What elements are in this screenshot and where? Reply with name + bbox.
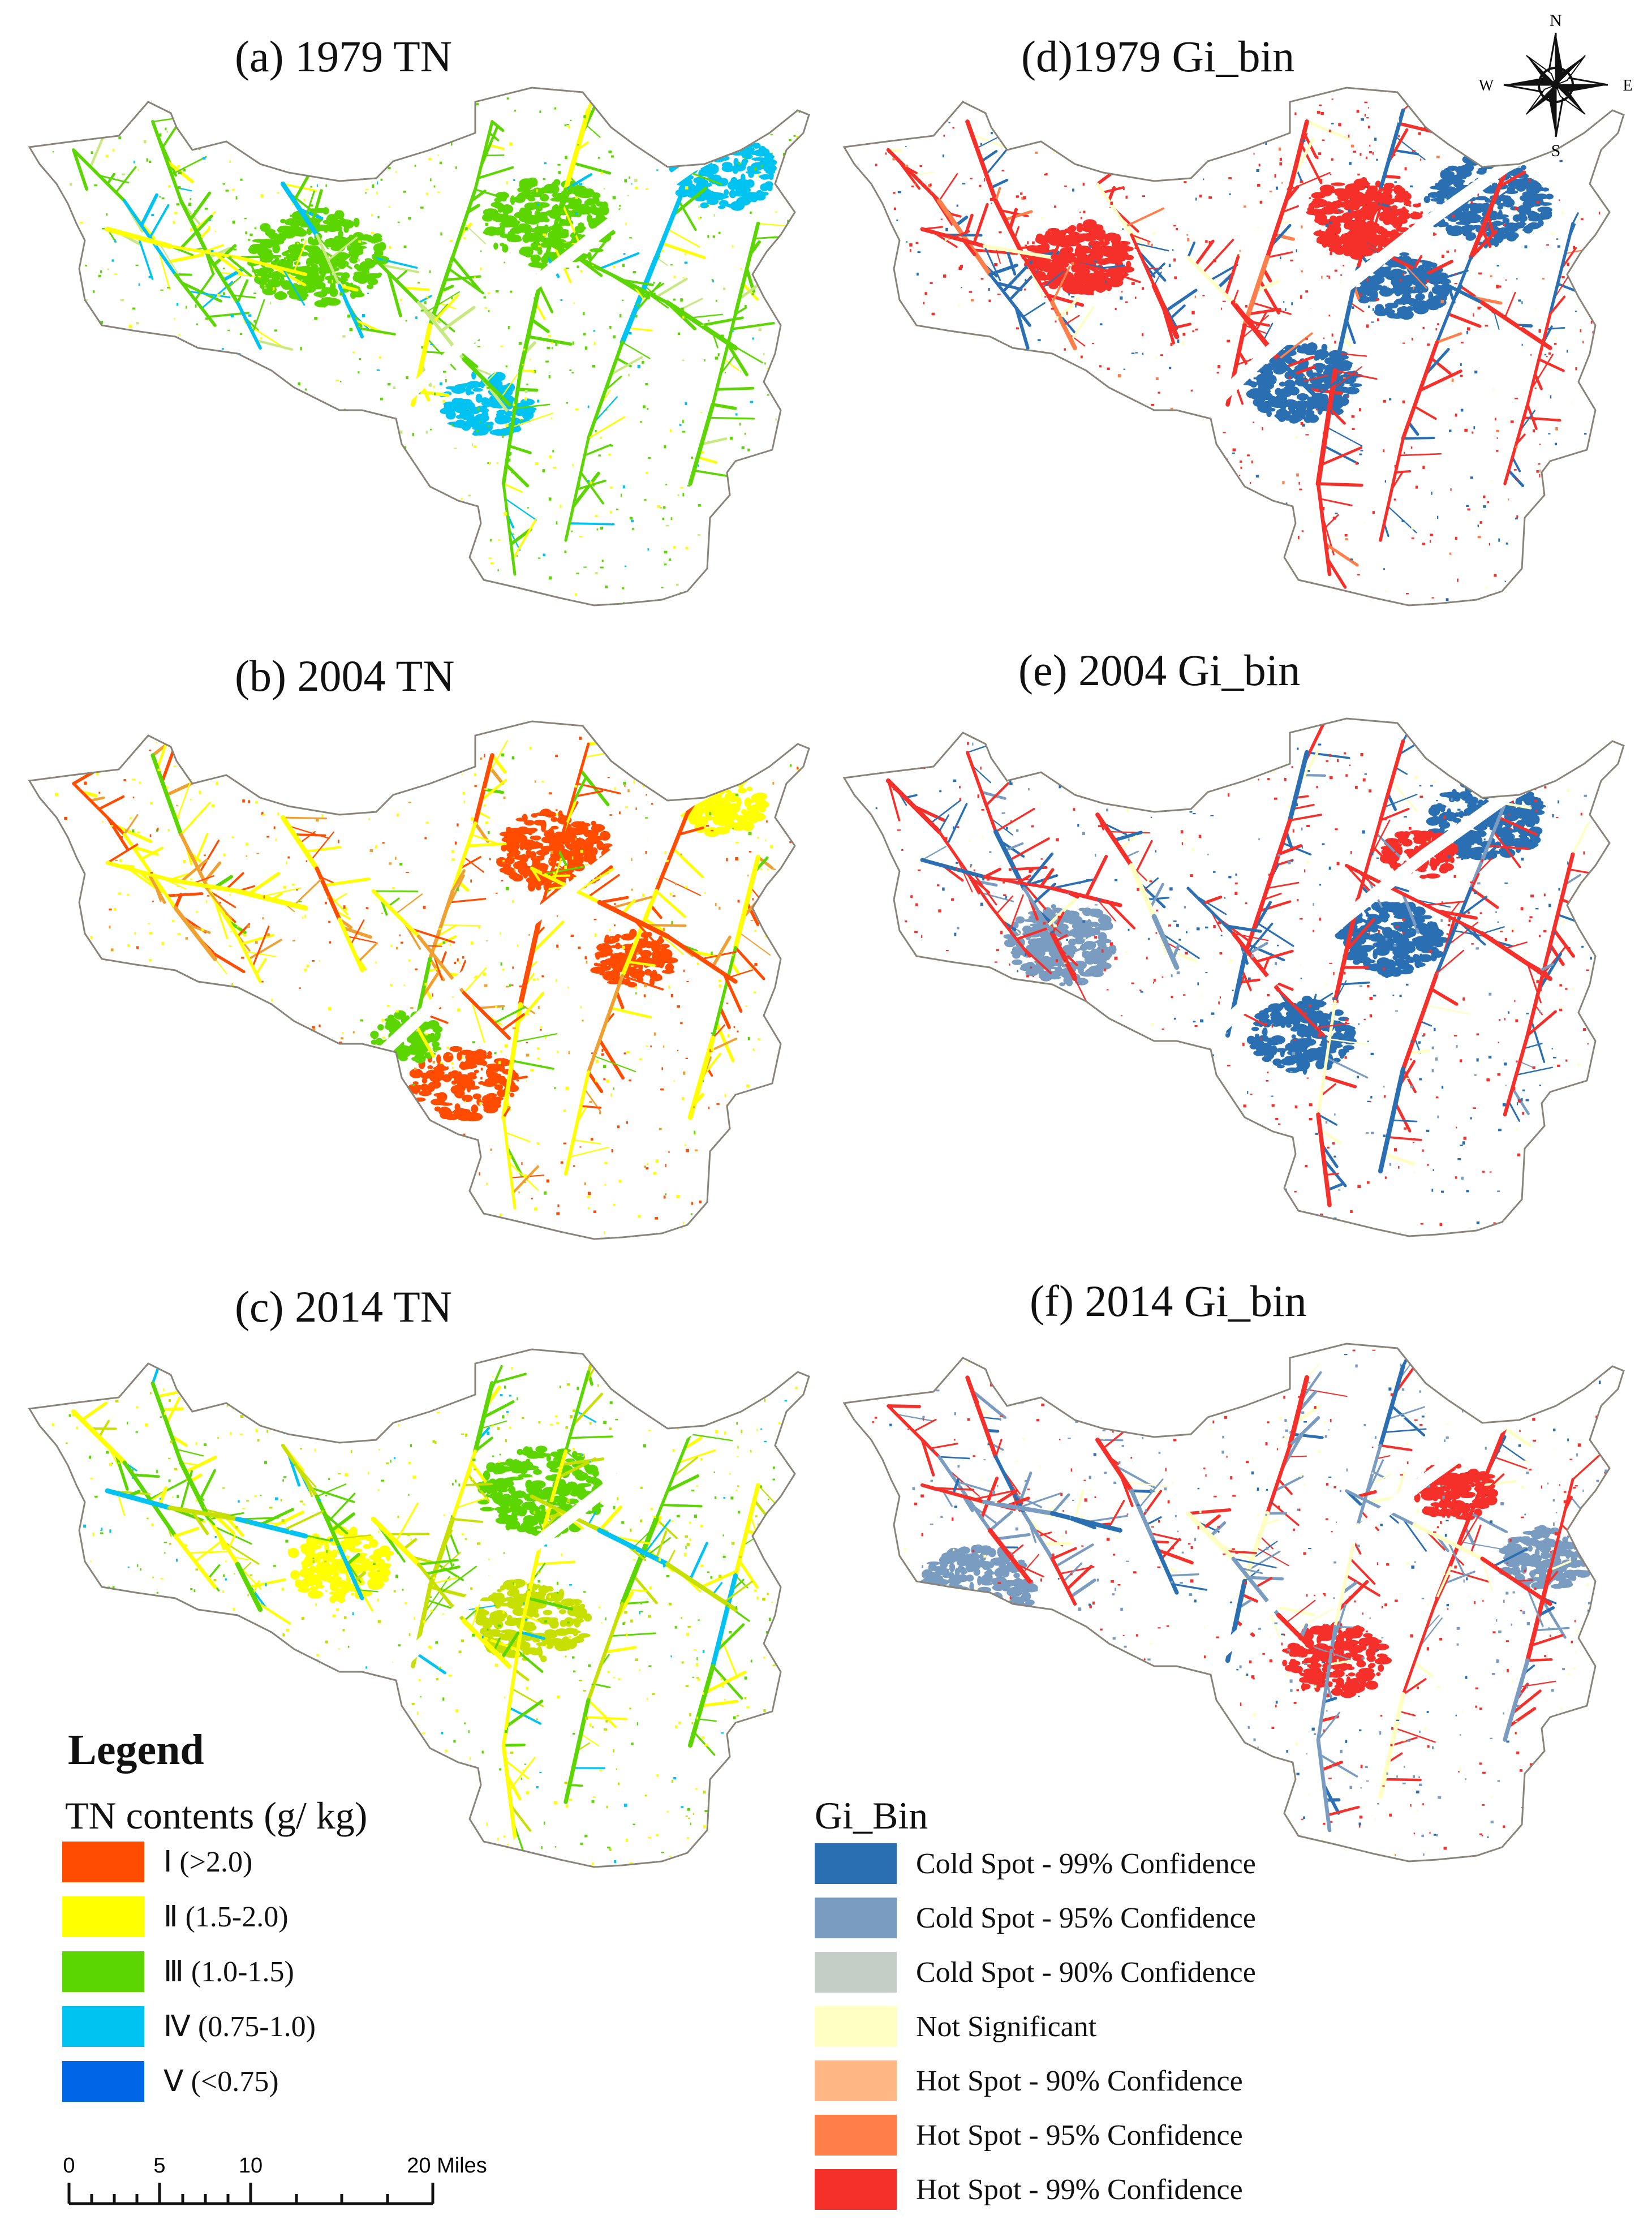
- gi-legend-label: Hot Spot - 95% Confidence: [916, 2119, 1243, 2152]
- gi-legend-label: Cold Spot - 95% Confidence: [916, 1902, 1256, 1934]
- panel-title-e: (e) 2004 Gi_bin: [1018, 646, 1301, 695]
- map-2014-gi-bin: [842, 1343, 1625, 1862]
- scale-tick-5: 5: [153, 2154, 165, 2178]
- panel-title-c: (c) 2014 TN: [235, 1282, 453, 1331]
- scale-tick-10: 10: [239, 2154, 263, 2178]
- gi-legend-item: Not Significant: [815, 2006, 1096, 2047]
- scale-tick-20-miles: 20 Miles: [407, 2154, 487, 2178]
- tn-legend-label: Ⅲ (1.0-1.5): [164, 1956, 294, 1988]
- gi-legend-subtitle: Gi_Bin: [815, 1794, 928, 1837]
- gi-legend-label: Hot Spot - 90% Confidence: [916, 2064, 1243, 2097]
- gi-legend-swatch: [815, 2169, 897, 2210]
- tn-legend-subtitle: TN contents (g/ kg): [65, 1794, 368, 1837]
- map-2014-tn: [28, 1348, 810, 1868]
- tn-legend-item: Ⅴ (<0.75): [62, 2061, 279, 2102]
- gi-legend-swatch: [815, 2115, 897, 2156]
- panel-title-f: (f) 2014 Gi_bin: [1030, 1276, 1307, 1326]
- gi-legend-label: Cold Spot - 90% Confidence: [916, 1956, 1256, 1989]
- gi-legend-swatch: [815, 1843, 897, 1884]
- scale-tick-0: 0: [63, 2154, 75, 2178]
- legend-heading: Legend: [68, 1726, 204, 1774]
- tn-legend-label: Ⅱ (1.5-2.0): [164, 1901, 289, 1933]
- tn-legend-swatch: [62, 2061, 144, 2102]
- gi-legend-item: Cold Spot - 90% Confidence: [815, 1952, 1256, 1993]
- gi-legend-item: Hot Spot - 90% Confidence: [815, 2060, 1243, 2101]
- map-1979-gi-bin: [842, 87, 1625, 606]
- gi-legend-item: Cold Spot - 95% Confidence: [815, 1898, 1256, 1938]
- tn-legend-swatch: [62, 1842, 144, 1882]
- gi-legend-swatch: [815, 2060, 897, 2101]
- compass-n-label: N: [1550, 11, 1562, 30]
- panel-title-a: (a) 1979 TN: [235, 32, 453, 81]
- gi-legend-label: Hot Spot - 99% Confidence: [916, 2173, 1243, 2206]
- map-1979-tn: [28, 87, 810, 606]
- tn-legend-label: Ⅰ (>2.0): [164, 1846, 253, 1878]
- map-2004-tn: [28, 720, 810, 1240]
- tn-legend-label: Ⅴ (<0.75): [164, 2066, 279, 2098]
- tn-legend-swatch: [62, 1951, 144, 1992]
- tn-legend-swatch: [62, 1896, 144, 1937]
- gi-legend-item: Cold Spot - 99% Confidence: [815, 1843, 1256, 1884]
- tn-legend-swatch: [62, 2006, 144, 2047]
- tn-legend-label: Ⅳ (0.75-1.0): [164, 2011, 316, 2043]
- gi-legend-label: Not Significant: [916, 2010, 1097, 2043]
- gi-legend-swatch: [815, 1952, 897, 1993]
- panel-title-b: (b) 2004 TN: [235, 651, 455, 700]
- tn-legend-item: Ⅳ (0.75-1.0): [62, 2006, 316, 2047]
- gi-legend-swatch: [815, 1898, 897, 1938]
- tn-legend-item: Ⅱ (1.5-2.0): [62, 1896, 289, 1937]
- gi-legend-item: Hot Spot - 95% Confidence: [815, 2115, 1243, 2156]
- tn-legend-item: Ⅰ (>2.0): [62, 1842, 252, 1882]
- gi-legend-item: Hot Spot - 99% Confidence: [815, 2169, 1243, 2210]
- panel-title-d: (d)1979 Gi_bin: [1021, 32, 1295, 81]
- map-2004-gi-bin: [842, 717, 1625, 1237]
- tn-legend-item: Ⅲ (1.0-1.5): [62, 1951, 294, 1992]
- gi-legend-swatch: [815, 2006, 897, 2047]
- compass-s-label: S: [1551, 141, 1561, 158]
- gi-legend-label: Cold Spot - 99% Confidence: [916, 1847, 1256, 1880]
- compass-rose-icon: N S E W: [1479, 11, 1632, 158]
- scale-bar: 0 5 10 20 Miles: [63, 2154, 487, 2205]
- compass-w-label: W: [1479, 77, 1494, 94]
- compass-e-label: E: [1623, 77, 1632, 94]
